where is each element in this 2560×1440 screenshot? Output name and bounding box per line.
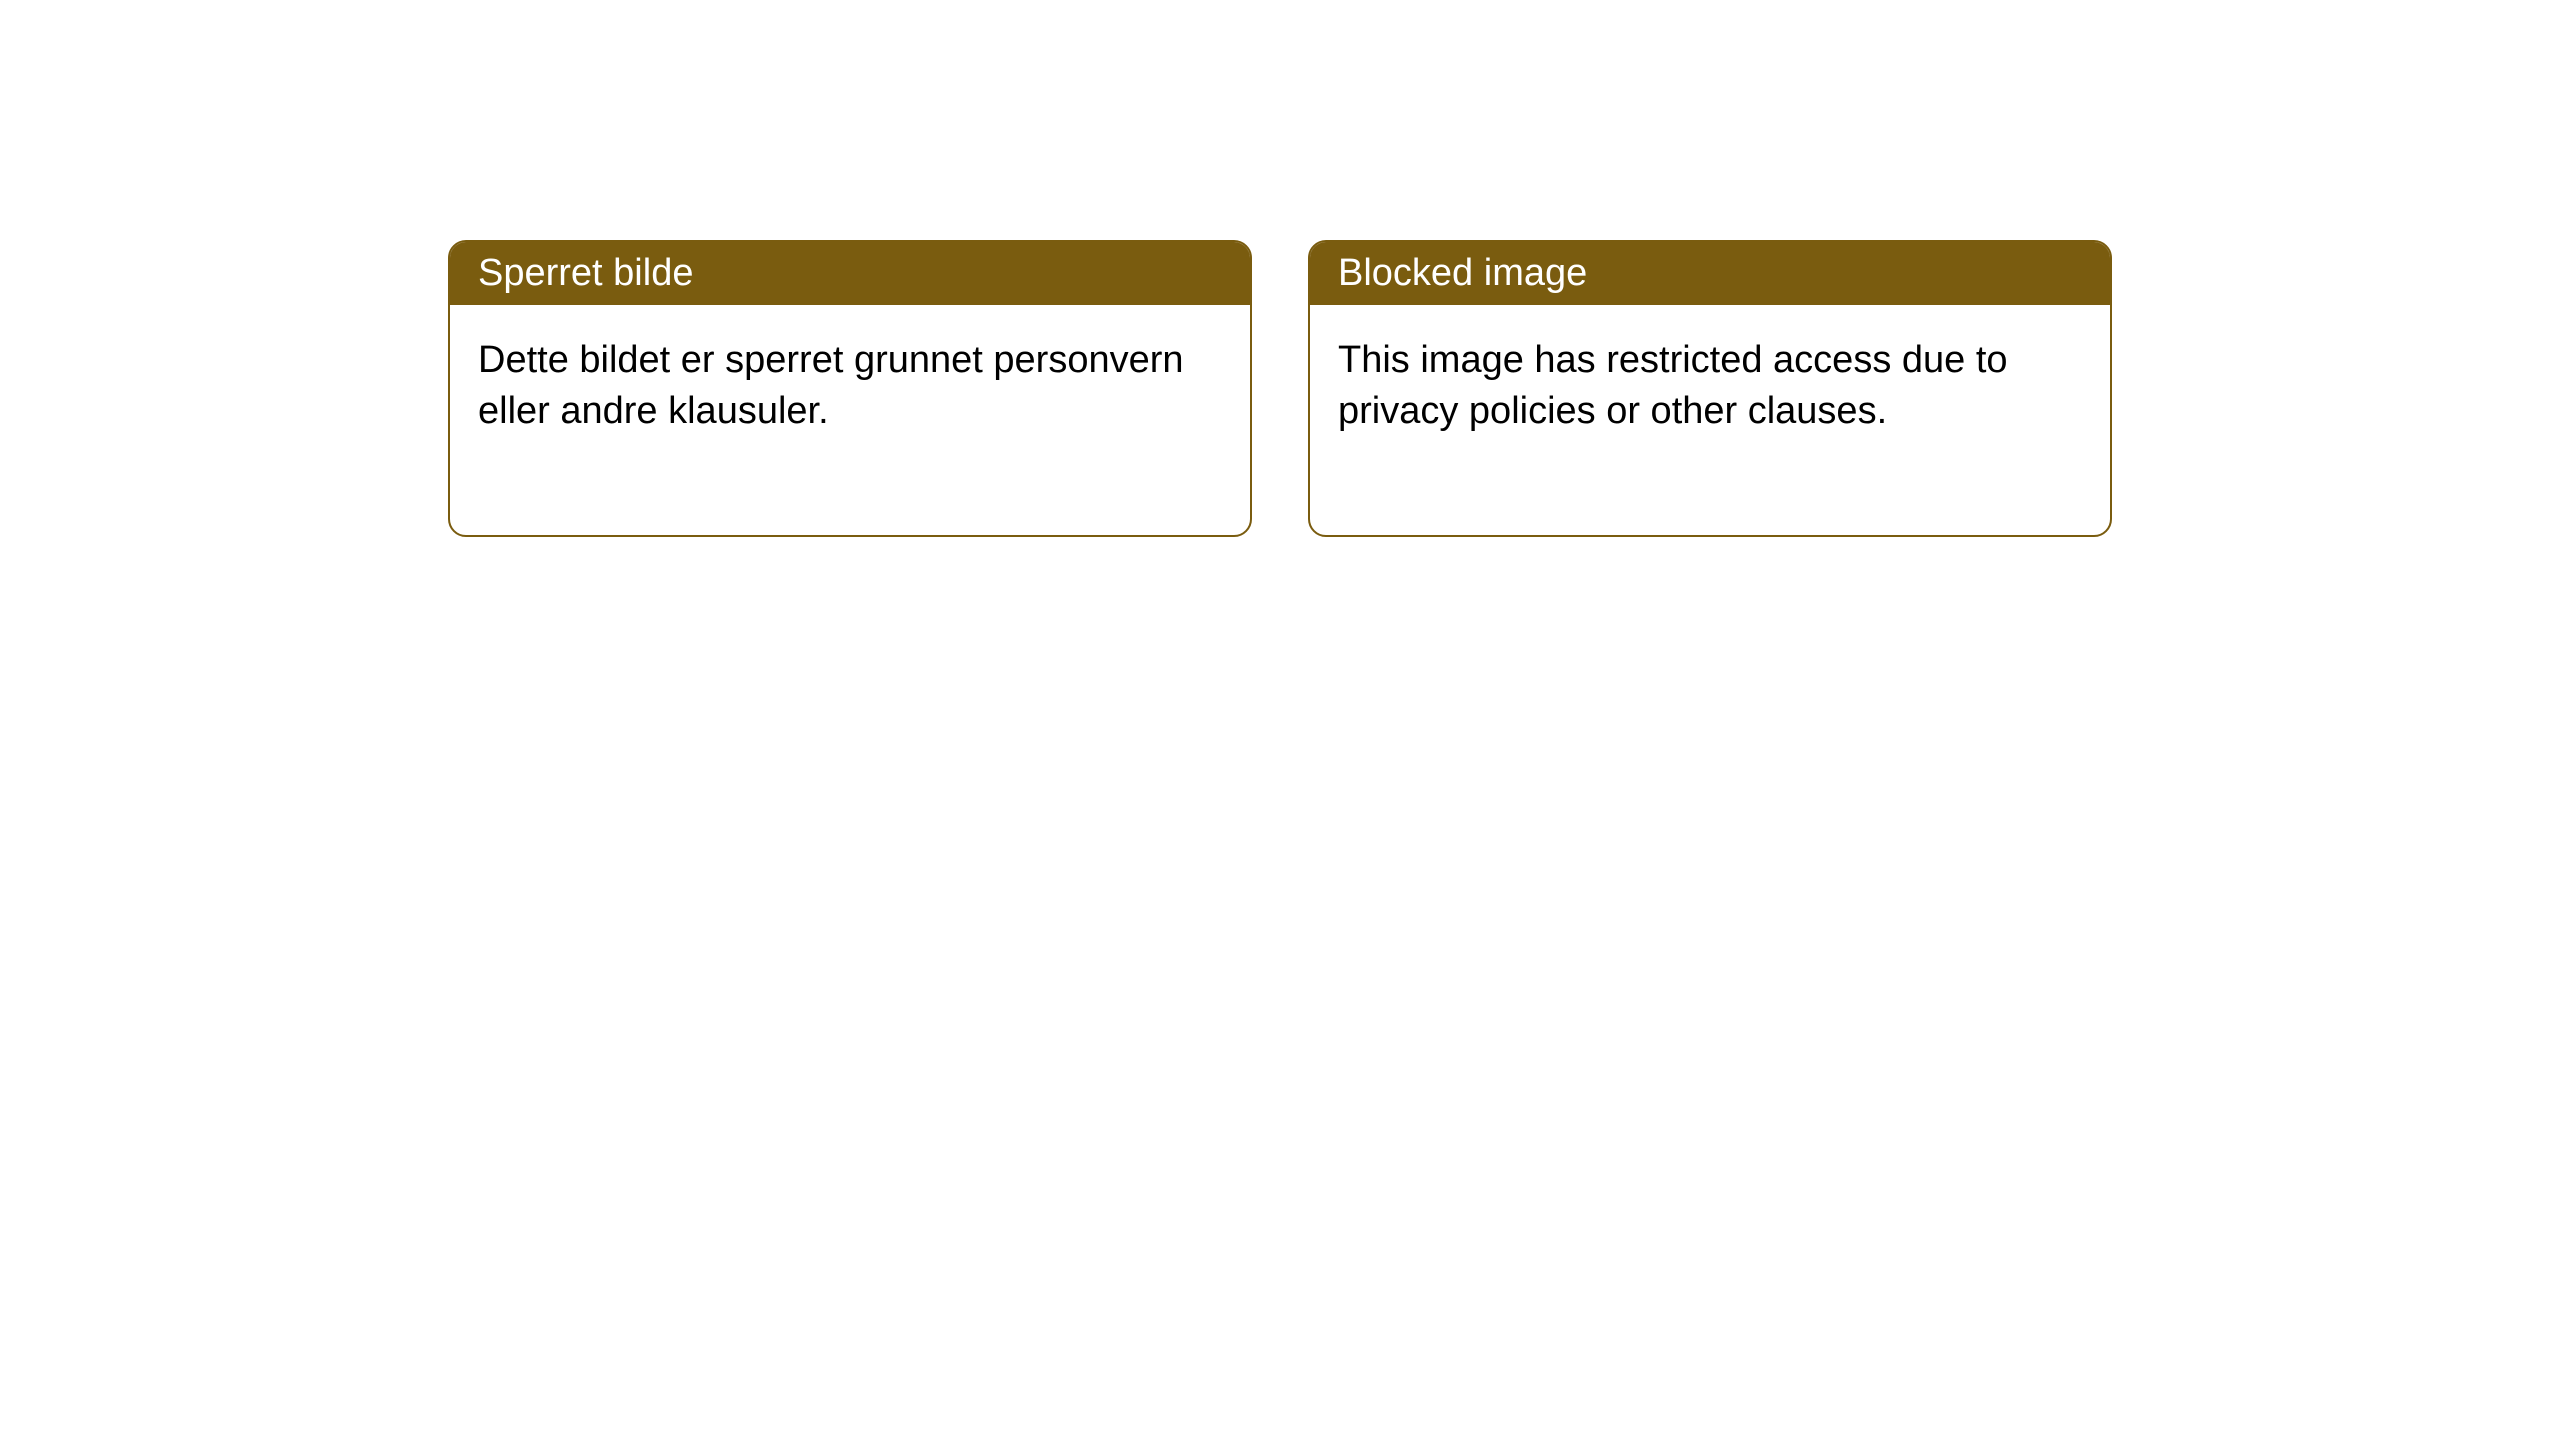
notice-header: Sperret bilde [450, 242, 1250, 305]
notice-container: Sperret bilde Dette bildet er sperret gr… [448, 240, 2112, 537]
notice-header: Blocked image [1310, 242, 2110, 305]
notice-box-english: Blocked image This image has restricted … [1308, 240, 2112, 537]
notice-box-norwegian: Sperret bilde Dette bildet er sperret gr… [448, 240, 1252, 537]
notice-body: This image has restricted access due to … [1310, 305, 2110, 535]
notice-body: Dette bildet er sperret grunnet personve… [450, 305, 1250, 535]
